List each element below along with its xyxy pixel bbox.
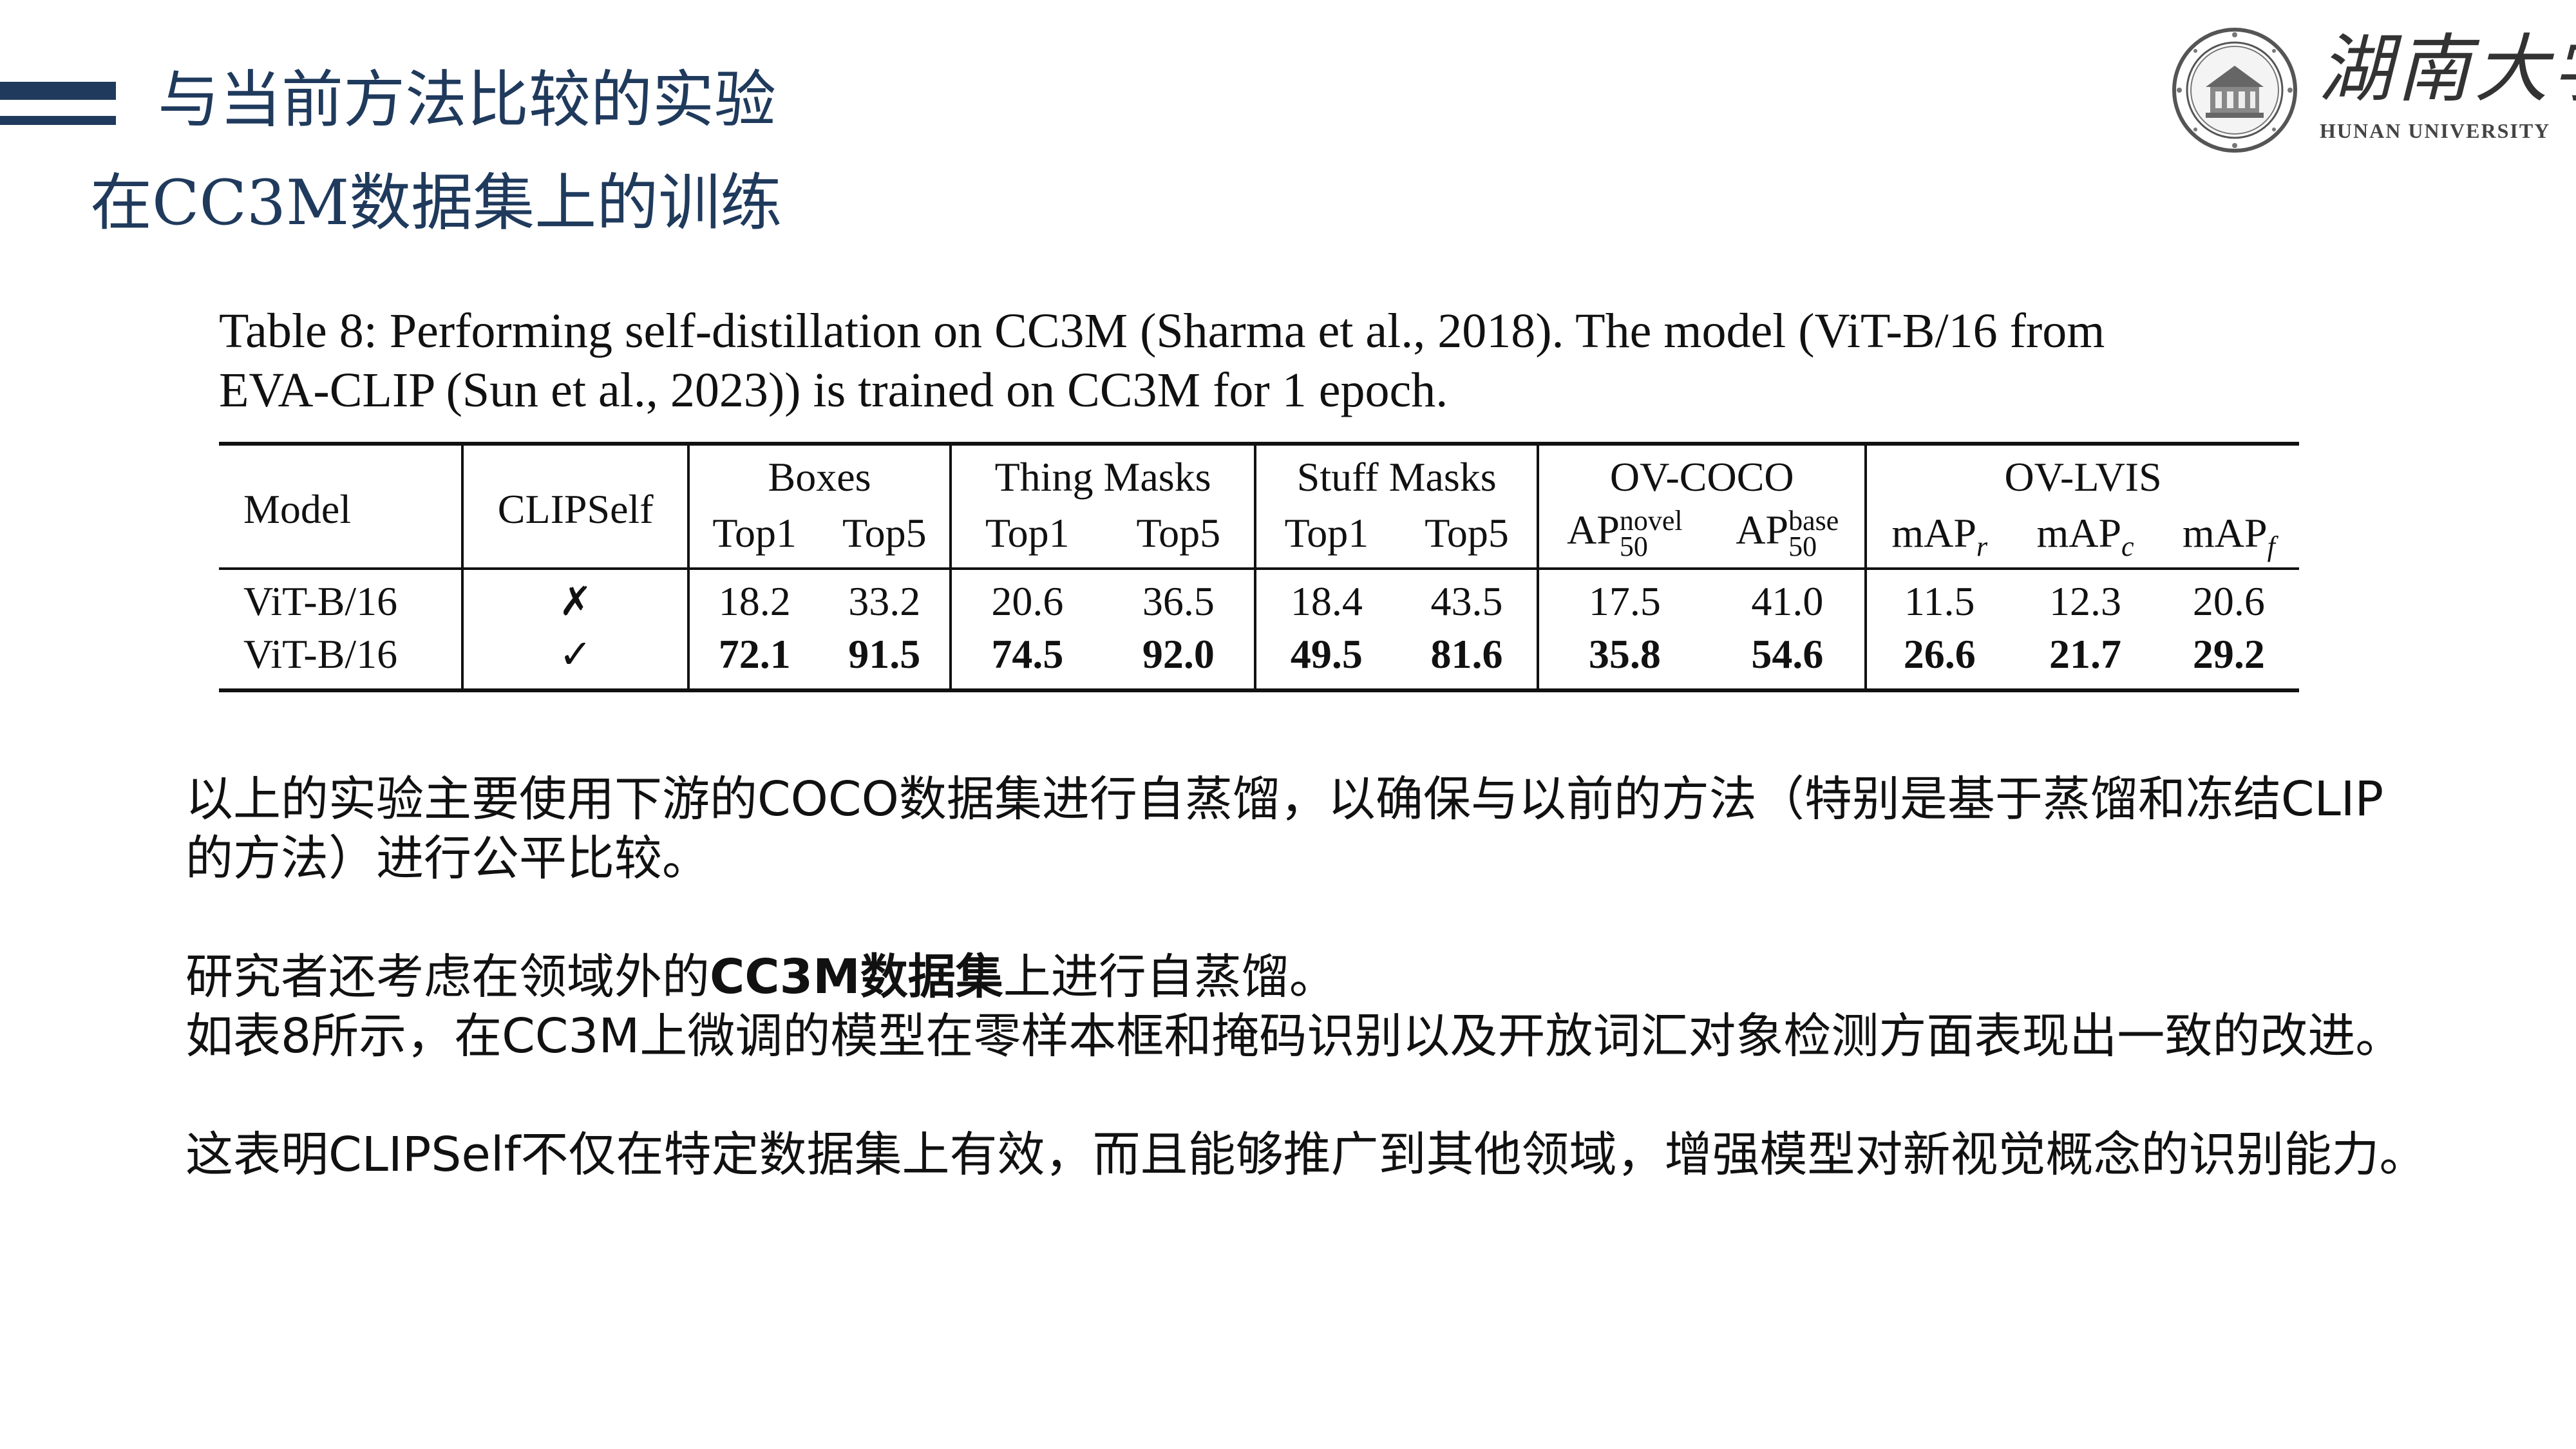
cell-value: 18.4 <box>1254 569 1397 629</box>
results-table: Model CLIPSelf Boxes Thing Masks Stuff M… <box>219 442 2299 693</box>
cell-value: 72.1 <box>687 628 820 691</box>
cell-value: 21.7 <box>2049 631 2122 677</box>
university-seal-icon <box>2172 28 2297 153</box>
cell-value: 26.6 <box>1864 628 2012 691</box>
subheader-map-r: mAPr <box>1864 504 2012 571</box>
subheader-top1: Top1 <box>949 504 1103 571</box>
cell-value: 35.8 <box>1537 628 1710 691</box>
page-title: 与当前方法比较的实验 <box>158 64 776 136</box>
cell-value: 92.0 <box>1142 631 1215 677</box>
cell-value: 20.6 <box>2192 578 2265 625</box>
header-ov-coco: OV-COCO <box>1537 444 1866 504</box>
cell-value: 41.0 <box>1751 578 1824 625</box>
paragraph-2: 研究者还考虑在领域外的CC3M数据集上进行自蒸馏。 <box>185 949 1337 1005</box>
title-accent-underline <box>0 116 116 125</box>
table-row: ViT-B/16 ✓ 72.1 91.5 74.5 92.0 49.5 81.6… <box>219 628 2299 691</box>
subheader-top1: Top1 <box>1254 504 1397 571</box>
paragraph-1-line-2: 的方法）进行公平比较。 <box>185 831 710 886</box>
subheader-map-c: mAPc <box>2012 504 2159 571</box>
subheader-top5: Top5 <box>819 504 951 571</box>
page-subtitle: 在CC3M数据集上的训练 <box>90 167 782 239</box>
cell-model: ViT-B/16 <box>243 631 398 677</box>
paragraph-3: 如表8所示，在CC3M上微调的模型在零样本框和掩码识别以及开放词汇对象检测方面表… <box>185 1009 2403 1064</box>
cell-model: ViT-B/16 <box>243 578 398 625</box>
subheader-ap-base: AP base 50 <box>1710 504 1866 571</box>
header-model: Model <box>219 444 463 571</box>
cell-value: 20.6 <box>949 569 1103 629</box>
subheader-ap-novel: AP novel 50 <box>1537 504 1710 571</box>
cell-clipself: ✓ <box>461 628 688 691</box>
paragraph-4: 这表明CLIPSelf不仅在特定数据集上有效，而且能够推广到其他领域，增强模型对… <box>185 1127 2427 1182</box>
header-ov-lvis: OV-LVIS <box>1864 444 2299 504</box>
table-caption: Table 8: Performing self-distillation on… <box>219 301 2306 420</box>
cell-value: 12.3 <box>2049 578 2122 625</box>
cell-value: 81.6 <box>1430 631 1503 677</box>
body-text: 以上的实验主要使用下游的COCO数据集进行自蒸馏，以确保与以前的方法（特别是基于… <box>185 770 2478 1184</box>
cell-value: 54.6 <box>1751 631 1824 677</box>
table-caption-line-2: EVA-CLIP (Sun et al., 2023)) is trained … <box>219 363 1448 417</box>
university-name-calligraphy: 湖南大学 <box>2318 26 2576 113</box>
cell-value: 91.5 <box>848 631 921 677</box>
cell-value: 49.5 <box>1254 628 1397 691</box>
check-icon: ✓ <box>558 630 592 678</box>
cell-value: 43.5 <box>1430 578 1503 625</box>
dataset-highlight: CC3M数据集 <box>710 949 1003 1005</box>
cell-value: 33.2 <box>848 578 921 625</box>
cell-value: 29.2 <box>2192 631 2265 677</box>
subheader-top1: Top1 <box>687 504 820 571</box>
cross-icon: ✗ <box>558 578 592 625</box>
paragraph-1-line-1: 以上的实验主要使用下游的COCO数据集进行自蒸馏，以确保与以前的方法（特别是基于… <box>185 772 2384 827</box>
title-accent-bar <box>0 82 116 100</box>
university-logo: 湖南大学 HUNAN UNIVERSITY <box>2170 26 2576 155</box>
header-thing-masks: Thing Masks <box>949 444 1256 504</box>
header-boxes: Boxes <box>687 444 951 504</box>
header-clipself: CLIPSelf <box>461 444 688 571</box>
cell-clipself: ✗ <box>461 569 688 629</box>
subheader-top5: Top5 <box>1103 504 1256 571</box>
table-caption-line-1: Table 8: Performing self-distillation on… <box>219 304 2105 358</box>
table-row: ViT-B/16 ✗ 18.2 33.2 20.6 36.5 18.4 43.5… <box>219 569 2299 629</box>
cell-value: 18.2 <box>687 569 820 629</box>
cell-value: 36.5 <box>1142 578 1215 625</box>
university-name-english: HUNAN UNIVERSITY <box>2320 119 2551 142</box>
subheader-map-f: mAPf <box>2158 504 2299 571</box>
subheader-top5: Top5 <box>1396 504 1539 571</box>
cell-value: 11.5 <box>1864 569 2012 629</box>
header-stuff-masks: Stuff Masks <box>1254 444 1539 504</box>
cell-value: 17.5 <box>1537 569 1710 629</box>
cell-value: 74.5 <box>949 628 1103 691</box>
results-table-figure: Table 8: Performing self-distillation on… <box>219 301 2306 693</box>
